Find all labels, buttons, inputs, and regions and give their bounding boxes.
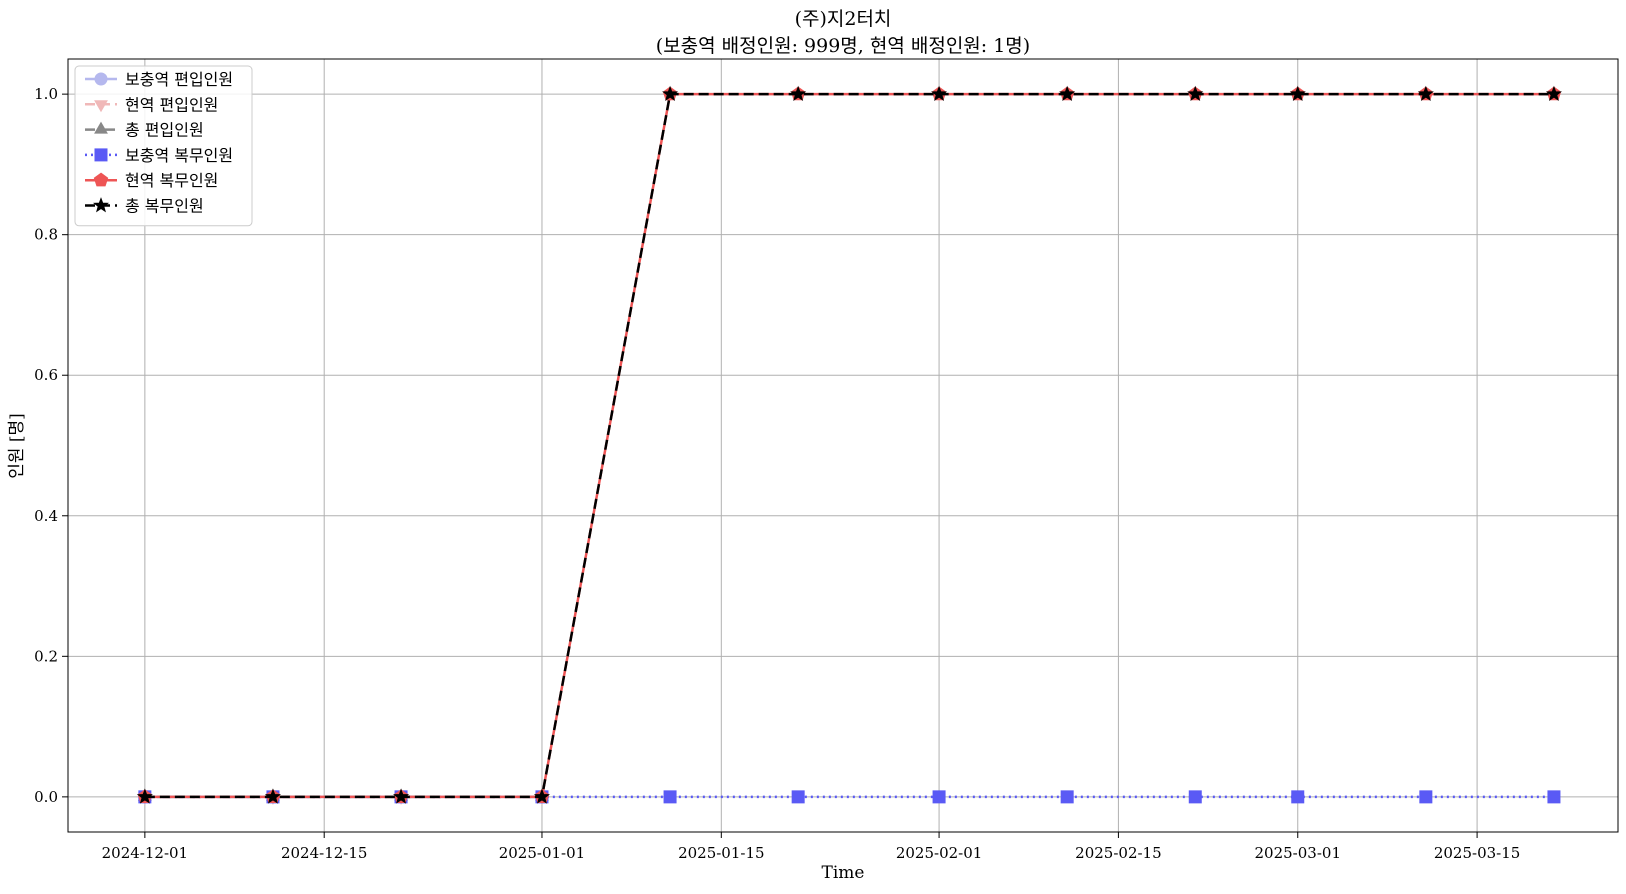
- y-tick-label: 1.0: [34, 85, 58, 103]
- series-line: [144, 92, 1554, 799]
- data-point: [533, 788, 550, 804]
- data-point: [663, 790, 677, 804]
- data-point: [136, 788, 153, 804]
- x-tick-label: 2025-01-15: [678, 844, 764, 862]
- legend-box: [74, 65, 253, 227]
- legend-label: 총 복무인원: [125, 197, 204, 216]
- y-tick-label: 0.0: [34, 788, 58, 806]
- series-line: [144, 92, 1554, 799]
- legend-item: 총 편입인원: [85, 121, 204, 140]
- data-point: [790, 85, 807, 101]
- x-tick-label: 2025-02-01: [896, 844, 982, 862]
- x-tick-label: 2025-03-15: [1434, 844, 1520, 862]
- data-point: [932, 790, 946, 804]
- data-point: [393, 788, 410, 804]
- data-point: [1059, 85, 1076, 101]
- legend-item: 총 복무인원: [85, 197, 204, 216]
- legend-marker: [94, 121, 108, 134]
- y-tick-label: 0.4: [34, 507, 58, 525]
- data-point: [1187, 85, 1204, 101]
- legend-item: 현역 편입인원: [85, 95, 218, 114]
- chart-title: (주)지2터치: [795, 8, 892, 30]
- series-5: [136, 85, 1562, 804]
- legend-marker: [94, 148, 108, 162]
- y-tick-label: 0.8: [34, 226, 58, 244]
- y-tick-label: 0.6: [34, 366, 58, 384]
- plot-area-frame: [67, 58, 1619, 833]
- data-point: [1547, 790, 1561, 804]
- legend-marker: [93, 172, 109, 187]
- series-layer: [136, 85, 1562, 805]
- data-point: [1188, 790, 1202, 804]
- legend-item: 보충역 복무인원: [85, 146, 233, 165]
- x-tick-label: 2025-01-01: [499, 844, 585, 862]
- legend-marker: [92, 197, 110, 213]
- x-tick-label: 2025-02-15: [1075, 844, 1161, 862]
- data-point: [662, 85, 679, 101]
- legend-marker: [94, 100, 108, 113]
- data-point: [791, 790, 805, 804]
- y-axis-label: 인원 [명]: [7, 413, 27, 479]
- legend-label: 보충역 편입인원: [125, 70, 233, 89]
- series-4: [137, 86, 1562, 804]
- series-2: [137, 788, 549, 801]
- x-tick-label: 2024-12-15: [281, 844, 367, 862]
- data-point: [1060, 790, 1074, 804]
- legend-label: 현역 편입인원: [125, 95, 218, 114]
- axis-ticks: 2024-12-01 2024-12-15 2025-01-01 2025-01-15…: [34, 85, 1520, 862]
- legend-marker: [94, 72, 108, 86]
- data-point: [1417, 85, 1434, 101]
- chart-subtitle: (보충역 배정인원: 999명, 현역 배정인원: 1명): [656, 35, 1030, 57]
- x-tick-label: 2024-12-01: [102, 844, 188, 862]
- legend-item: 현역 복무인원: [85, 171, 218, 190]
- data-point: [931, 85, 948, 101]
- legend-label: 보충역 복무인원: [125, 146, 233, 165]
- x-tick-label: 2025-03-01: [1255, 844, 1341, 862]
- x-axis-label: Time: [822, 863, 865, 883]
- y-tick-label: 0.2: [34, 647, 58, 665]
- data-point: [1291, 790, 1305, 804]
- series-1: [137, 792, 549, 805]
- data-point: [1289, 85, 1306, 101]
- data-point: [1419, 790, 1433, 804]
- legend-label: 현역 복무인원: [125, 171, 218, 190]
- data-point: [264, 788, 281, 804]
- grid: [68, 59, 1618, 832]
- legend-item: 보충역 편입인원: [85, 70, 233, 89]
- data-point: [1545, 85, 1562, 101]
- legend-label: 총 편입인원: [125, 121, 204, 140]
